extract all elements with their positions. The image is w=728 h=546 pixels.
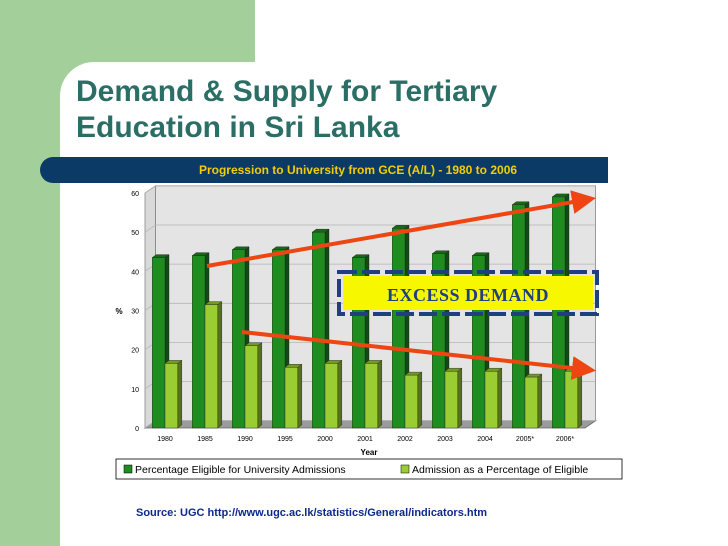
demand-rising-arrow — [206, 190, 596, 268]
bar — [151, 257, 166, 429]
y-tick-label: 30 — [131, 309, 139, 316]
bar-side — [297, 363, 302, 429]
x-tick-label: 1990 — [237, 436, 253, 443]
bar-side — [417, 371, 422, 429]
bar — [444, 371, 459, 429]
y-tick-label: 60 — [131, 191, 139, 198]
legend-label: Percentage Eligible for University Admis… — [135, 464, 346, 476]
bar — [204, 304, 219, 429]
bar-side — [577, 367, 582, 429]
x-tick-label: 2003 — [437, 436, 453, 443]
callout-text: EXCESS DEMAND — [387, 285, 549, 305]
y-tick-label: 0 — [135, 426, 139, 433]
bar — [512, 204, 526, 429]
x-axis-label: Year — [361, 448, 378, 457]
source-citation: Source: UGC http://www.ugc.ac.lk/statist… — [136, 507, 488, 519]
bar — [484, 371, 499, 429]
x-tick-label: 1995 — [277, 436, 293, 443]
legend-box — [115, 458, 623, 480]
x-tick-label: 2002 — [397, 436, 413, 443]
bar-side — [177, 359, 183, 429]
y-tick-label: 10 — [131, 387, 139, 394]
bar-side — [337, 359, 342, 429]
bar — [404, 374, 419, 429]
bar — [364, 363, 379, 429]
x-tick-label: 1985 — [197, 436, 213, 443]
bar-side — [537, 373, 542, 429]
x-tick-label: 2001 — [357, 436, 373, 443]
bar-side — [257, 342, 262, 429]
bar — [284, 367, 299, 429]
chart-title: Progression to University from GCE (A/L)… — [198, 163, 518, 177]
y-tick-label: 50 — [131, 230, 139, 237]
bar — [392, 228, 406, 429]
x-tick-label: 2005* — [516, 436, 535, 443]
gridline — [144, 185, 596, 194]
x-tick-label: 2000 — [317, 436, 333, 443]
legend-label: Admission as a Percentage of Eligible — [412, 464, 588, 476]
y-axis-label: % — [115, 307, 122, 316]
page-title: Demand & Supply for Tertiary Education i… — [76, 75, 498, 144]
bar — [324, 363, 339, 429]
callout-box — [343, 276, 593, 310]
bar-side — [217, 301, 223, 429]
title-stripe — [40, 157, 608, 183]
bar — [244, 345, 259, 429]
bar-side — [377, 359, 382, 429]
bar-side — [457, 367, 462, 429]
bar — [164, 363, 179, 429]
x-tick-label: 2004 — [477, 436, 493, 443]
callout-border — [337, 270, 599, 316]
bar-side — [497, 367, 502, 429]
y-tick-label: 20 — [131, 348, 139, 355]
bar — [524, 376, 539, 429]
legend-swatch — [123, 464, 133, 474]
bar — [231, 249, 246, 429]
bar — [564, 371, 579, 429]
bar — [272, 249, 286, 429]
bar — [312, 231, 326, 429]
x-tick-label: 2006* — [556, 436, 575, 443]
x-tick-label: 1980 — [157, 436, 173, 443]
legend-swatch — [400, 464, 410, 474]
bar — [191, 255, 206, 429]
y-tick-label: 40 — [131, 269, 139, 276]
admission-falling-arrow — [241, 330, 596, 380]
